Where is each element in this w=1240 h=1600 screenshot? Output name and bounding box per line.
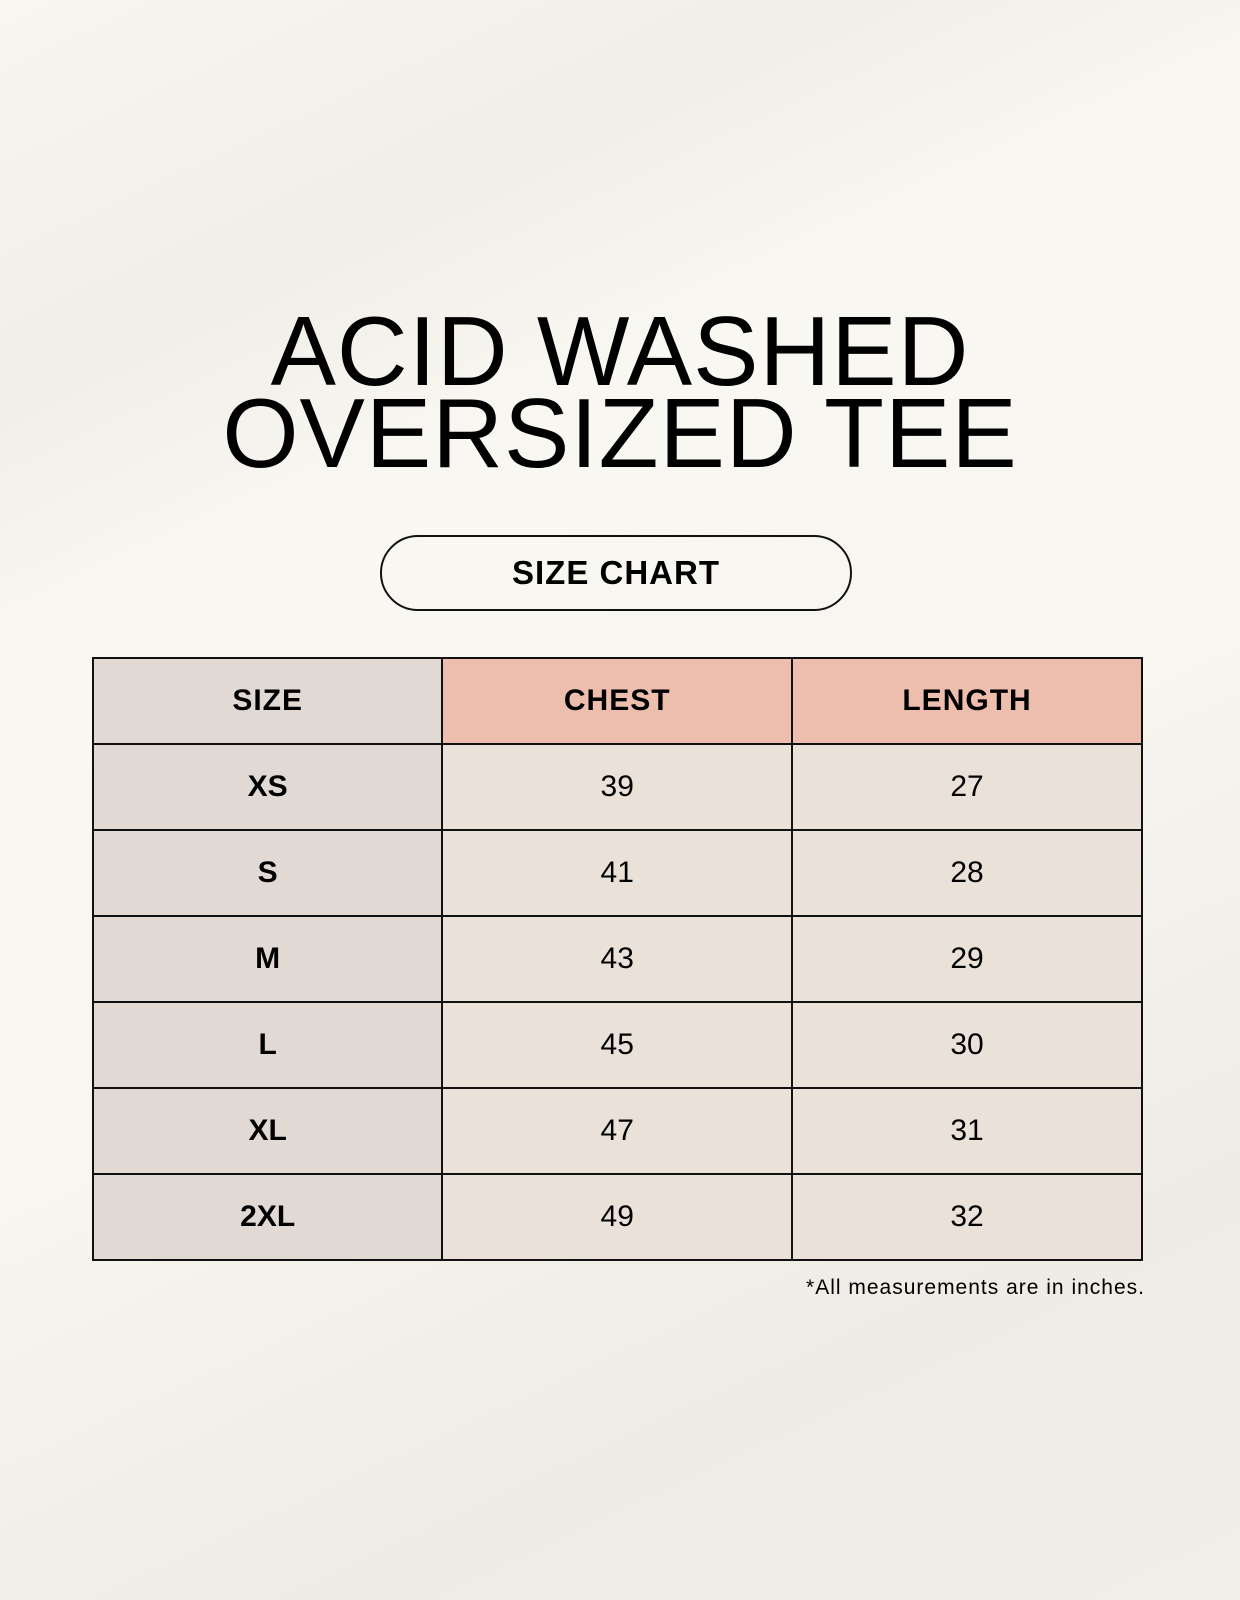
- header-chest: CHEST: [441, 657, 794, 745]
- cell-size: M: [91, 915, 444, 1003]
- table-header-row: SIZE CHEST LENGTH: [91, 657, 1143, 745]
- cell-chest: 41: [441, 829, 794, 917]
- cell-size: 2XL: [91, 1173, 444, 1261]
- cell-chest: 49: [441, 1173, 794, 1261]
- size-table: SIZE CHEST LENGTH XS 39 27 S 41 28 M 43 29 L 45 30 X…: [91, 657, 1143, 1261]
- table-row: XL 47 31: [91, 1087, 1143, 1175]
- footnote: *All measurements are in inches.: [806, 1276, 1145, 1299]
- size-chart-label: SIZE CHART: [380, 535, 852, 611]
- header-size: SIZE: [91, 657, 444, 745]
- cell-length: 30: [791, 1001, 1143, 1089]
- cell-length: 31: [791, 1087, 1143, 1175]
- table-row: S 41 28: [91, 829, 1143, 917]
- table-row: L 45 30: [91, 1001, 1143, 1089]
- cell-size: L: [91, 1001, 444, 1089]
- cell-chest: 47: [441, 1087, 794, 1175]
- cell-chest: 45: [441, 1001, 794, 1089]
- cell-chest: 39: [441, 743, 794, 831]
- table-row: 2XL 49 32: [91, 1173, 1143, 1261]
- cell-length: 28: [791, 829, 1143, 917]
- table-row: M 43 29: [91, 915, 1143, 1003]
- cell-length: 32: [791, 1173, 1143, 1261]
- cell-size: XS: [91, 743, 444, 831]
- cell-size: XL: [91, 1087, 444, 1175]
- cell-length: 27: [791, 743, 1143, 831]
- cell-chest: 43: [441, 915, 794, 1003]
- title-line-2: OVERSIZED TEE: [222, 378, 1018, 488]
- header-length: LENGTH: [791, 657, 1143, 745]
- page-title: ACID WASHED OVERSIZED TEE: [0, 296, 1240, 488]
- table-row: XS 39 27: [91, 743, 1143, 831]
- cell-size: S: [91, 829, 444, 917]
- cell-length: 29: [791, 915, 1143, 1003]
- title-line-1: ACID WASHED: [270, 296, 970, 406]
